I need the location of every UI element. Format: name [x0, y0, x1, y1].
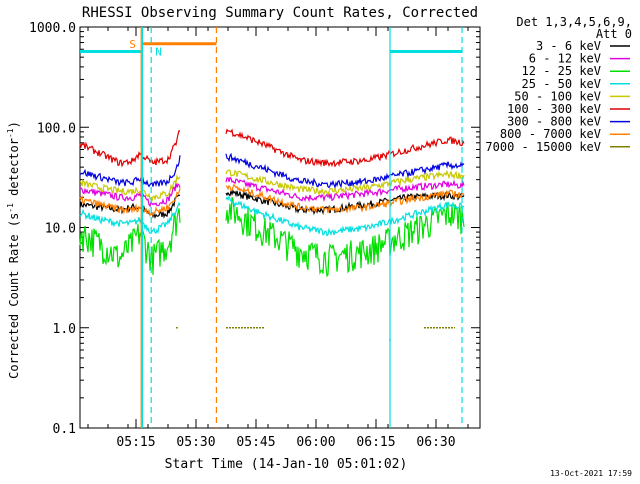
- y-tick-label: 10.0: [45, 222, 76, 237]
- x-tick-label: 05:15: [116, 435, 155, 450]
- series-line: [80, 176, 465, 208]
- x-tick-label: 06:15: [356, 435, 395, 450]
- y-tick-label: 1000.0: [29, 21, 76, 36]
- series-line: [79, 196, 465, 278]
- legend-label: 800 - 7000 keV: [500, 127, 601, 141]
- series-line: [79, 152, 465, 190]
- legend-label: 12 - 25 keV: [522, 64, 601, 78]
- flag-label: N: [155, 45, 162, 58]
- legend-label: 50 - 100 keV: [514, 89, 601, 103]
- chart-title: RHESSI Observing Summary Count Rates, Co…: [82, 5, 478, 21]
- y-tick-label: 0.1: [53, 422, 76, 437]
- y-tick-label: 1.0: [53, 322, 76, 337]
- legend-label: 3 - 6 keV: [536, 39, 601, 53]
- legend-header: Att 0: [596, 27, 632, 41]
- plot-area: 0.1 1.0 10.0 100.0 1000.0 05:15 05:30 05:45 06:0…: [29, 21, 481, 450]
- series-line: [79, 183, 465, 218]
- flag-label: S: [129, 38, 136, 51]
- footer-date: 13-Oct-2021 17:59: [550, 469, 632, 478]
- x-axis-label: Start Time (14-Jan-10 05:01:02): [165, 457, 408, 472]
- series-line: [79, 128, 465, 168]
- x-tick-label: 06:30: [416, 435, 455, 450]
- series-line: [79, 195, 465, 237]
- y-tick-label: 100.0: [37, 121, 76, 136]
- legend-label: 25 - 50 keV: [522, 77, 601, 91]
- x-tick-label: 05:30: [176, 435, 215, 450]
- y-axis-label: Corrected Count Rate (s-1 detector-1): [6, 121, 21, 379]
- legend-label: 7000 - 15000 keV: [485, 140, 601, 154]
- legend-header: Det 1,3,4,5,6,9,: [516, 15, 632, 29]
- y-axis-label-group: Corrected Count Rate (s-1 detector-1): [6, 121, 21, 379]
- legend-label: 300 - 800 keV: [507, 115, 601, 129]
- legend-label: 6 - 12 keV: [529, 52, 601, 66]
- legend-label: 100 - 300 keV: [507, 102, 601, 116]
- x-tick-label: 05:45: [236, 435, 275, 450]
- series-line: [79, 169, 465, 203]
- x-tick-label: 06:00: [296, 435, 335, 450]
